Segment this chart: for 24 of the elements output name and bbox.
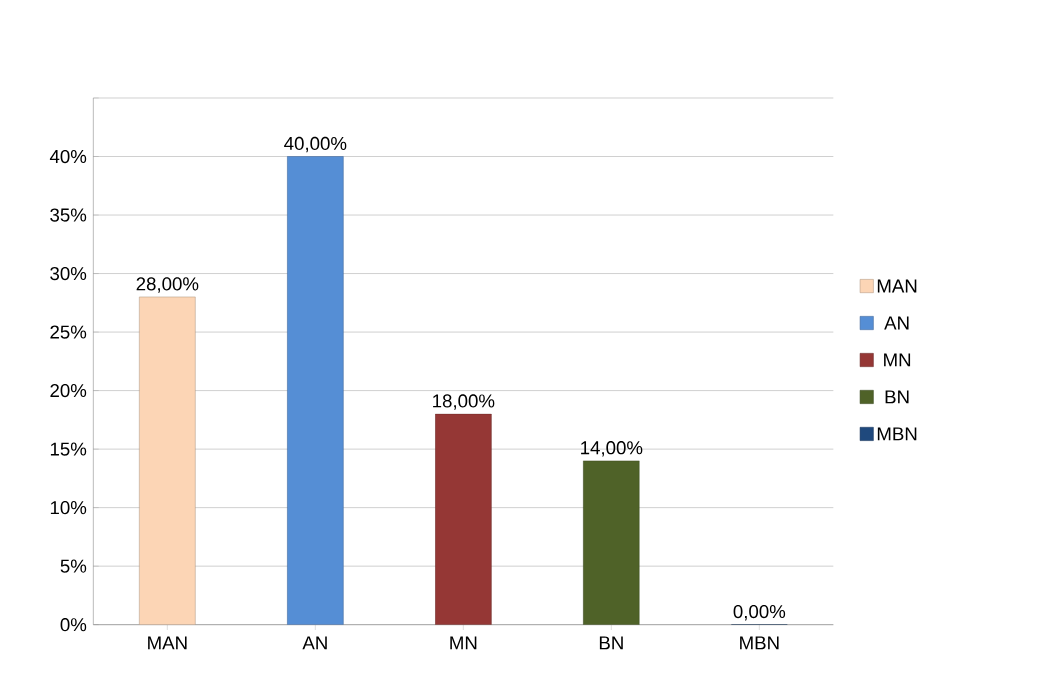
y-tick-label: 10% (50, 501, 87, 515)
data-label: 40,00% (284, 136, 347, 153)
x-tick-label: MBN (740, 636, 779, 650)
y-tick-label: 5% (60, 559, 87, 573)
data-label: 18,00% (433, 394, 495, 410)
x-tick-label: MN (450, 636, 477, 650)
legend-label: MAN (877, 279, 917, 293)
legend-label: BN (885, 390, 909, 404)
x-tick-label: BN (599, 636, 623, 650)
y-tick-label: 15% (50, 442, 87, 456)
x-tick-label: MAN (148, 636, 187, 650)
y-tick-label: 25% (50, 325, 87, 339)
y-tick-label: 30% (50, 266, 87, 281)
legend-label: MBN (877, 427, 917, 441)
y-tick-label: 40% (49, 149, 87, 164)
y-tick-label: 20% (50, 383, 87, 398)
data-label: 28,00% (136, 277, 199, 293)
y-tick-label: 0% (60, 618, 87, 632)
y-tick-label: 35% (50, 208, 87, 222)
data-label: 14,00% (581, 441, 643, 457)
data-label: 0,00% (733, 604, 786, 621)
legend-label: MN (884, 353, 911, 367)
x-tick-label: AN (302, 636, 327, 650)
legend-label: AN (884, 316, 909, 330)
